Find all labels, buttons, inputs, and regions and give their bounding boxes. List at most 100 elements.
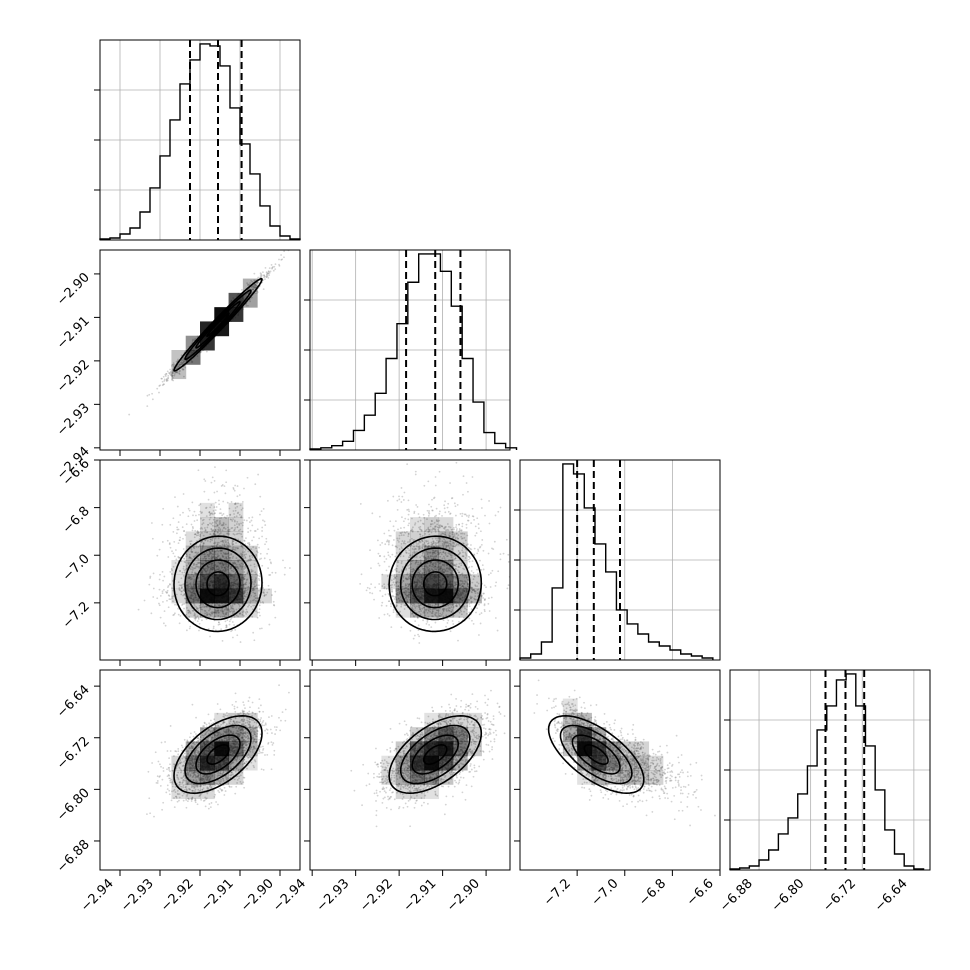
sample-point — [252, 284, 255, 287]
sample-point — [212, 553, 215, 556]
sample-point — [212, 627, 215, 630]
density-cell — [200, 517, 215, 532]
sample-point — [214, 534, 217, 536]
sample-point — [270, 562, 272, 565]
sample-point — [243, 590, 246, 593]
sample-point — [231, 608, 234, 610]
sample-point — [148, 583, 151, 586]
sample-point — [198, 586, 201, 588]
sample-point — [179, 584, 182, 587]
sample-point — [174, 603, 176, 606]
sample-point — [172, 372, 174, 375]
sample-point — [243, 547, 246, 550]
sample-point — [224, 552, 227, 555]
sample-point — [234, 628, 237, 631]
panel-frame — [99, 249, 301, 451]
sample-point — [182, 361, 184, 363]
sample-point — [209, 516, 212, 519]
sample-point — [208, 511, 211, 514]
sample-point — [227, 608, 230, 611]
sample-point — [197, 585, 200, 587]
sample-point — [187, 586, 190, 589]
sample-point — [249, 559, 251, 562]
sample-point — [178, 587, 181, 589]
sample-point — [168, 543, 171, 546]
sample-point — [183, 361, 186, 363]
sample-point — [190, 548, 193, 551]
sample-point — [201, 608, 204, 611]
sample-point — [244, 588, 247, 591]
sample-point — [244, 611, 247, 614]
sample-point — [253, 530, 256, 532]
sample-point — [219, 616, 222, 618]
sample-point — [219, 557, 222, 560]
sample-point — [222, 522, 225, 525]
sample-point — [253, 279, 256, 282]
contour-2 — [184, 289, 252, 361]
sample-point — [240, 545, 243, 548]
sample-point — [243, 592, 246, 595]
sample-point — [232, 540, 235, 543]
sample-point — [171, 587, 173, 589]
contour-2 — [184, 547, 252, 621]
sample-point — [184, 534, 187, 536]
sample-point — [253, 272, 256, 275]
sample-point — [164, 624, 167, 627]
sample-point — [265, 540, 268, 543]
sample-point — [232, 510, 235, 512]
sample-point — [221, 610, 224, 612]
sample-point — [238, 605, 241, 607]
sample-point — [198, 545, 201, 547]
sample-point — [210, 552, 212, 554]
sample-point — [180, 363, 183, 365]
sample-point — [225, 541, 228, 543]
sample-point — [249, 529, 252, 532]
density-cell — [214, 531, 230, 547]
sample-point — [189, 583, 192, 586]
sample-point — [251, 288, 254, 291]
sample-point — [247, 586, 250, 588]
sample-point — [182, 358, 185, 361]
sample-point — [264, 543, 266, 546]
sample-point — [224, 612, 227, 614]
sample-point — [272, 269, 275, 272]
sample-point — [177, 365, 179, 367]
sample-point — [438, 525, 441, 528]
sample-point — [261, 591, 264, 594]
sample-point — [221, 555, 224, 558]
sample-point — [161, 384, 164, 387]
sample-point — [244, 548, 247, 551]
sample-point — [193, 579, 196, 581]
sample-point — [213, 550, 216, 553]
sample-point — [193, 617, 196, 620]
sample-point — [254, 283, 256, 286]
sample-point — [171, 378, 173, 381]
sample-point — [437, 568, 440, 571]
sample-point — [222, 527, 225, 530]
sample-point — [250, 279, 252, 282]
sample-point — [174, 612, 176, 615]
sample-point — [192, 338, 194, 341]
sample-point — [221, 555, 224, 558]
sample-point — [204, 610, 207, 613]
sample-point — [164, 373, 167, 376]
sample-point — [205, 557, 208, 560]
sample-point — [240, 552, 242, 555]
sample-point — [189, 557, 192, 560]
sample-point — [217, 623, 220, 626]
sample-point — [188, 562, 190, 565]
sample-point — [239, 504, 242, 507]
sample-point — [171, 375, 174, 377]
sample-point — [253, 595, 256, 598]
sample-point — [214, 501, 217, 504]
sample-point — [191, 609, 194, 612]
sample-point — [182, 357, 185, 360]
sample-point — [207, 546, 209, 549]
sample-point — [198, 567, 201, 569]
sample-point — [257, 276, 260, 279]
sample-point — [193, 346, 196, 349]
sample-point — [252, 589, 255, 592]
sample-point — [182, 511, 184, 514]
sample-point — [218, 533, 221, 535]
sample-point — [194, 613, 196, 616]
